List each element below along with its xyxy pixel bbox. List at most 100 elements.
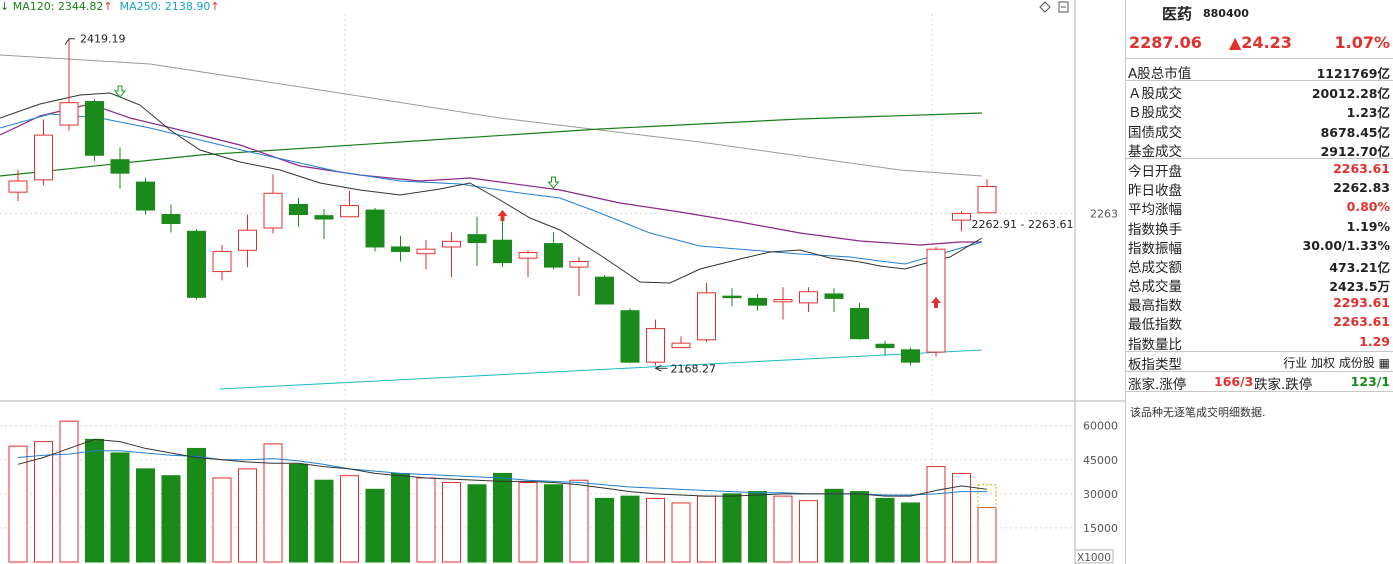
candle-body [136,181,155,211]
candle-body [646,328,665,363]
high-pointer-icon [64,38,75,46]
candle-body [875,343,895,349]
scroll-icon [1058,1,1069,13]
candle-body [824,293,844,299]
candle-body [569,261,589,268]
trade-label: Ａ股成交 [1128,86,1182,103]
candle-body [442,240,461,248]
volume-bar [212,477,232,563]
volume-bar [926,466,946,563]
divider [1126,350,1393,352]
volume-bar [850,491,869,563]
down-label: 跌家.跌停 [1254,377,1313,393]
candle-body [340,205,359,218]
buy-signal-arrow-icon [497,210,508,221]
indicator-bar: ↓ MA120: 2344.82↑ MA250: 2138.90↑ [0,0,220,14]
ma-black-line [0,92,983,284]
stat-row: 最低指数 2263.61 [1126,312,1393,334]
ma250-label: MA250: 2138.90 [119,0,211,13]
up-down-row: 涨家.涨停 166/3 跌家.跌停 123/1 [1126,372,1393,393]
divider [1126,80,1393,82]
index-name: 医药 [1162,5,1193,23]
volume-bar [646,497,665,563]
trade-label: 基金成交 [1128,143,1182,160]
volume-bar [442,482,461,563]
candle-body [850,307,869,340]
stat-label: 今日开盘 [1128,163,1182,180]
stat-row: 指数换手 1.19% [1126,217,1393,238]
volume-bar [289,463,308,563]
candle-body [799,291,818,304]
volume-bar [773,495,793,563]
candle-body [416,248,436,255]
candle-body [518,252,538,259]
volume-bar [799,500,818,563]
board-type-row[interactable]: 板指类型 行业 加权 成份股 ▦ [1126,352,1393,373]
trade-value: 20012.28亿 [1311,86,1390,102]
quote-row: 2287.06 ▲24.23 1.07% [1126,28,1393,59]
volume-bar [569,479,589,563]
volume-bar [875,497,895,563]
stat-label: 最高指数 [1128,298,1182,315]
candle-body [544,243,563,268]
volume-bar [493,472,512,563]
trade-value: 2912.70亿 [1320,143,1390,159]
stat-value: 473.21亿 [1329,259,1390,275]
buy-signal-arrow-icon [931,297,941,308]
board-type-value[interactable]: 行业 加权 成份股 ▦ [1283,355,1390,370]
stat-label: 指数换手 [1128,221,1182,238]
stat-value: 1.29 [1359,333,1390,349]
sell-signal-arrow-icon [113,85,127,98]
up-value: 166/3 [1214,374,1254,389]
price-change-pct: 1.07% [1334,33,1390,52]
volume-bar [314,479,334,563]
stat-value: 2263.61 [1333,314,1390,330]
kline-chart-svg[interactable]: 2263 60000 45000 30000 15000 X1000 2419.19 2168… [0,0,1125,564]
stat-value: 2423.5万 [1329,279,1390,295]
volume-bar [748,491,767,563]
stat-row: 总成交量 2423.5万 [1126,274,1393,295]
trade-row: Ａ股成交 20012.28亿 [1126,81,1393,103]
index-code: 880400 [1203,7,1249,20]
candle-body [901,349,920,363]
candle-body [952,212,971,221]
volume-bar [595,497,614,563]
candle-body [595,276,614,305]
divider [1126,157,1393,159]
a-share-cap-label: A股总市值 [1128,66,1192,82]
stat-label: 最低指数 [1128,317,1182,334]
ma250-line [0,112,983,177]
trade-row: Ｂ股成交 1.23亿 [1126,100,1393,121]
volume-unit-box [1074,549,1114,564]
low-annotation: 2168.27 [671,362,717,375]
trade-label: 国债成交 [1128,124,1182,141]
candle-body [365,209,385,248]
volume-unit-label: X1000 [1077,552,1111,564]
candle-body [493,239,512,264]
stat-value: 1.19% [1346,218,1390,234]
ma250-arrow: ↑ [210,0,220,13]
a-share-cap-row: A股总市值 1121769亿 [1126,61,1393,82]
candle-body [722,295,742,299]
stat-row: 平均涨幅 0.80% [1126,197,1393,218]
volume-bar [671,502,691,563]
volume-axis-label: 60000 [1083,420,1118,433]
candle-body [314,215,334,220]
volume-bar [518,482,538,563]
candle-body [59,102,79,126]
stat-row: 昨日收盘 2262.83 [1126,178,1393,200]
volume-bar [391,472,410,563]
down-value: 123/1 [1350,374,1390,389]
candle-body [8,180,28,193]
stat-row: 指数振幅 30.00/1.33% [1126,236,1393,257]
ma120-label: MA120: 2344.82 [12,0,104,13]
stat-value: 0.80% [1346,199,1390,215]
kline-chart-area[interactable]: 2263 60000 45000 30000 15000 X1000 2419.19 2168… [0,0,1125,564]
volume-bar [722,493,742,563]
stat-label: 昨日收盘 [1128,183,1182,200]
volume-bar [977,506,997,563]
stat-row: 总成交额 473.21亿 [1126,255,1393,276]
candle-body [467,234,487,243]
volume-bar [136,468,155,563]
stat-row: 指数量比 1.29 [1126,332,1393,353]
